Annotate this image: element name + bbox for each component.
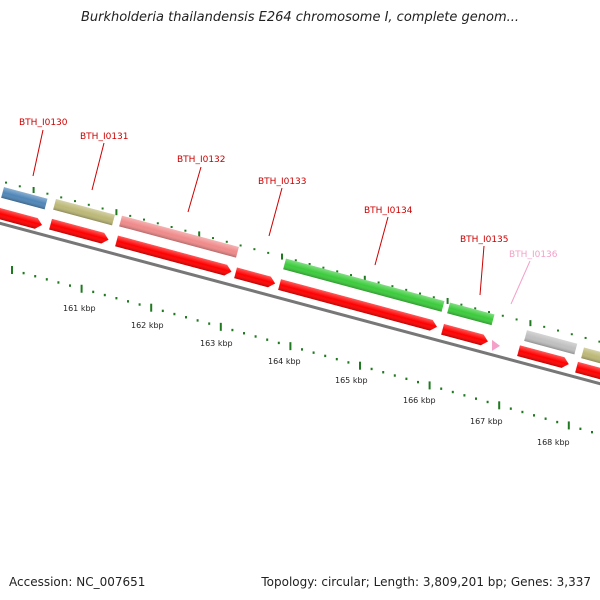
- cds-arrow[interactable]: [49, 218, 110, 245]
- cds-arrow-shade: [115, 235, 232, 276]
- cds-arrow-shade: [575, 361, 600, 380]
- gene-block[interactable]: [524, 330, 578, 355]
- gene-block-bth-i0134[interactable]: [283, 258, 445, 312]
- cds-arrow-shade: [0, 208, 43, 229]
- gene-block[interactable]: [581, 347, 600, 365]
- accession-text: Accession: NC_007651: [9, 575, 146, 589]
- cds-arrow[interactable]: [517, 345, 570, 369]
- gene-label: BTH_I0133: [258, 177, 307, 187]
- cds-arrow[interactable]: [278, 279, 438, 332]
- cds-arrow-shade: [234, 267, 276, 288]
- gene-label: BTH_I0132: [177, 155, 226, 165]
- scale-label: 162 kbp: [131, 321, 164, 330]
- label-leader-line: [91, 142, 105, 191]
- gene-block-bth-i0130[interactable]: [1, 187, 48, 210]
- gene-block-bth-i0132[interactable]: [119, 215, 239, 258]
- gene-block-bth-i0131[interactable]: [53, 199, 115, 226]
- label-leader-line: [187, 166, 202, 213]
- outer-tick-track: [5, 181, 600, 343]
- cds-arrow-shade: [517, 345, 569, 368]
- map-title: Burkholderia thailandensis E264 chromoso…: [80, 10, 520, 25]
- label-leader-line: [510, 260, 531, 305]
- summary-text: Topology: circular; Length: 3,809,201 bp…: [261, 575, 591, 589]
- gene-label: BTH_I0135: [460, 235, 509, 245]
- scale-label: 167 kbp: [470, 417, 503, 426]
- cds-arrow[interactable]: [115, 235, 233, 277]
- gene-track: [1, 187, 600, 365]
- gene-block-bth-i0135[interactable]: [447, 302, 495, 326]
- gene-label: BTH_I0131: [80, 132, 129, 142]
- gene-block-shade: [53, 199, 115, 226]
- gene-block-bth-i0136[interactable]: [492, 339, 500, 351]
- scale-track: 161 kbp 162 kbp 163 kbp 164 kbp 165 kbp 166 k…: [11, 266, 593, 447]
- label-leader-line: [374, 216, 389, 266]
- scale-label: 161 kbp: [63, 304, 96, 313]
- cds-arrow-shade: [278, 279, 438, 331]
- scale-label: 165 kbp: [335, 376, 368, 385]
- gene-block-shade: [447, 302, 495, 326]
- cds-arrow[interactable]: [0, 208, 43, 230]
- gene-block-shade: [581, 347, 600, 365]
- gene-block-shade: [524, 330, 578, 355]
- label-leader-line: [268, 187, 283, 237]
- gene-label: BTH_I0134: [364, 206, 413, 216]
- cds-arrow[interactable]: [234, 267, 276, 289]
- scale-label: 163 kbp: [200, 339, 233, 348]
- gene-block-shade: [283, 258, 445, 312]
- gene-labels: BTH_I0130 BTH_I0131 BTH_I0132 BTH_I0133 BTH_…: [19, 118, 558, 305]
- cds-arrow[interactable]: [575, 361, 600, 381]
- gene-label: BTH_I0130: [19, 118, 68, 128]
- backbone: [0, 221, 600, 386]
- label-leader-line: [32, 129, 44, 177]
- cds-arrow-shade: [441, 323, 488, 346]
- gene-block-shade: [119, 215, 239, 258]
- scale-label: 166 kbp: [403, 396, 436, 405]
- cds-track: [0, 208, 600, 381]
- label-leader-line: [479, 245, 485, 296]
- scale-label: 168 kbp: [537, 438, 570, 447]
- cds-arrow-shade: [49, 218, 109, 244]
- gene-block-shade: [1, 187, 48, 210]
- scale-label: 164 kbp: [268, 357, 301, 366]
- cds-arrow[interactable]: [441, 323, 489, 347]
- backbone-line: [0, 221, 600, 386]
- gene-label: BTH_I0136: [509, 250, 558, 260]
